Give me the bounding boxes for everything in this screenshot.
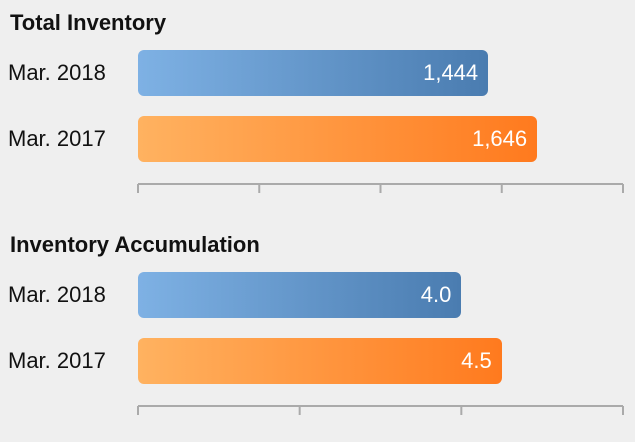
bar-mar-2018: 1,444 — [138, 50, 489, 96]
bar-mar-2017: 4.5 — [138, 338, 502, 384]
category-label: Mar. 2018 — [8, 282, 106, 307]
bar-row-mar-2018: Mar. 2018 1,444 — [0, 50, 635, 96]
bar-row-mar-2018: Mar. 2018 4.0 — [0, 272, 635, 318]
bar-mar-2018: 4.0 — [138, 272, 462, 318]
data-label: 4.5 — [461, 348, 492, 373]
chart-title: Inventory Accumulation — [10, 232, 260, 257]
category-label: Mar. 2017 — [8, 348, 106, 373]
bar-row-mar-2017: Mar. 2017 1,646 — [0, 116, 635, 162]
category-label: Mar. 2018 — [8, 60, 106, 85]
data-label: 1,646 — [472, 126, 528, 151]
x-axis — [137, 405, 624, 415]
bar-mar-2017: 1,646 — [138, 116, 538, 162]
data-label: 4.0 — [420, 282, 452, 307]
bar-row-mar-2017: Mar. 2017 4.5 — [0, 338, 635, 384]
data-label: 1,444 — [423, 60, 479, 85]
chart-title: Total Inventory — [10, 10, 167, 35]
category-label: Mar. 2017 — [8, 126, 106, 151]
x-axis — [137, 183, 624, 193]
